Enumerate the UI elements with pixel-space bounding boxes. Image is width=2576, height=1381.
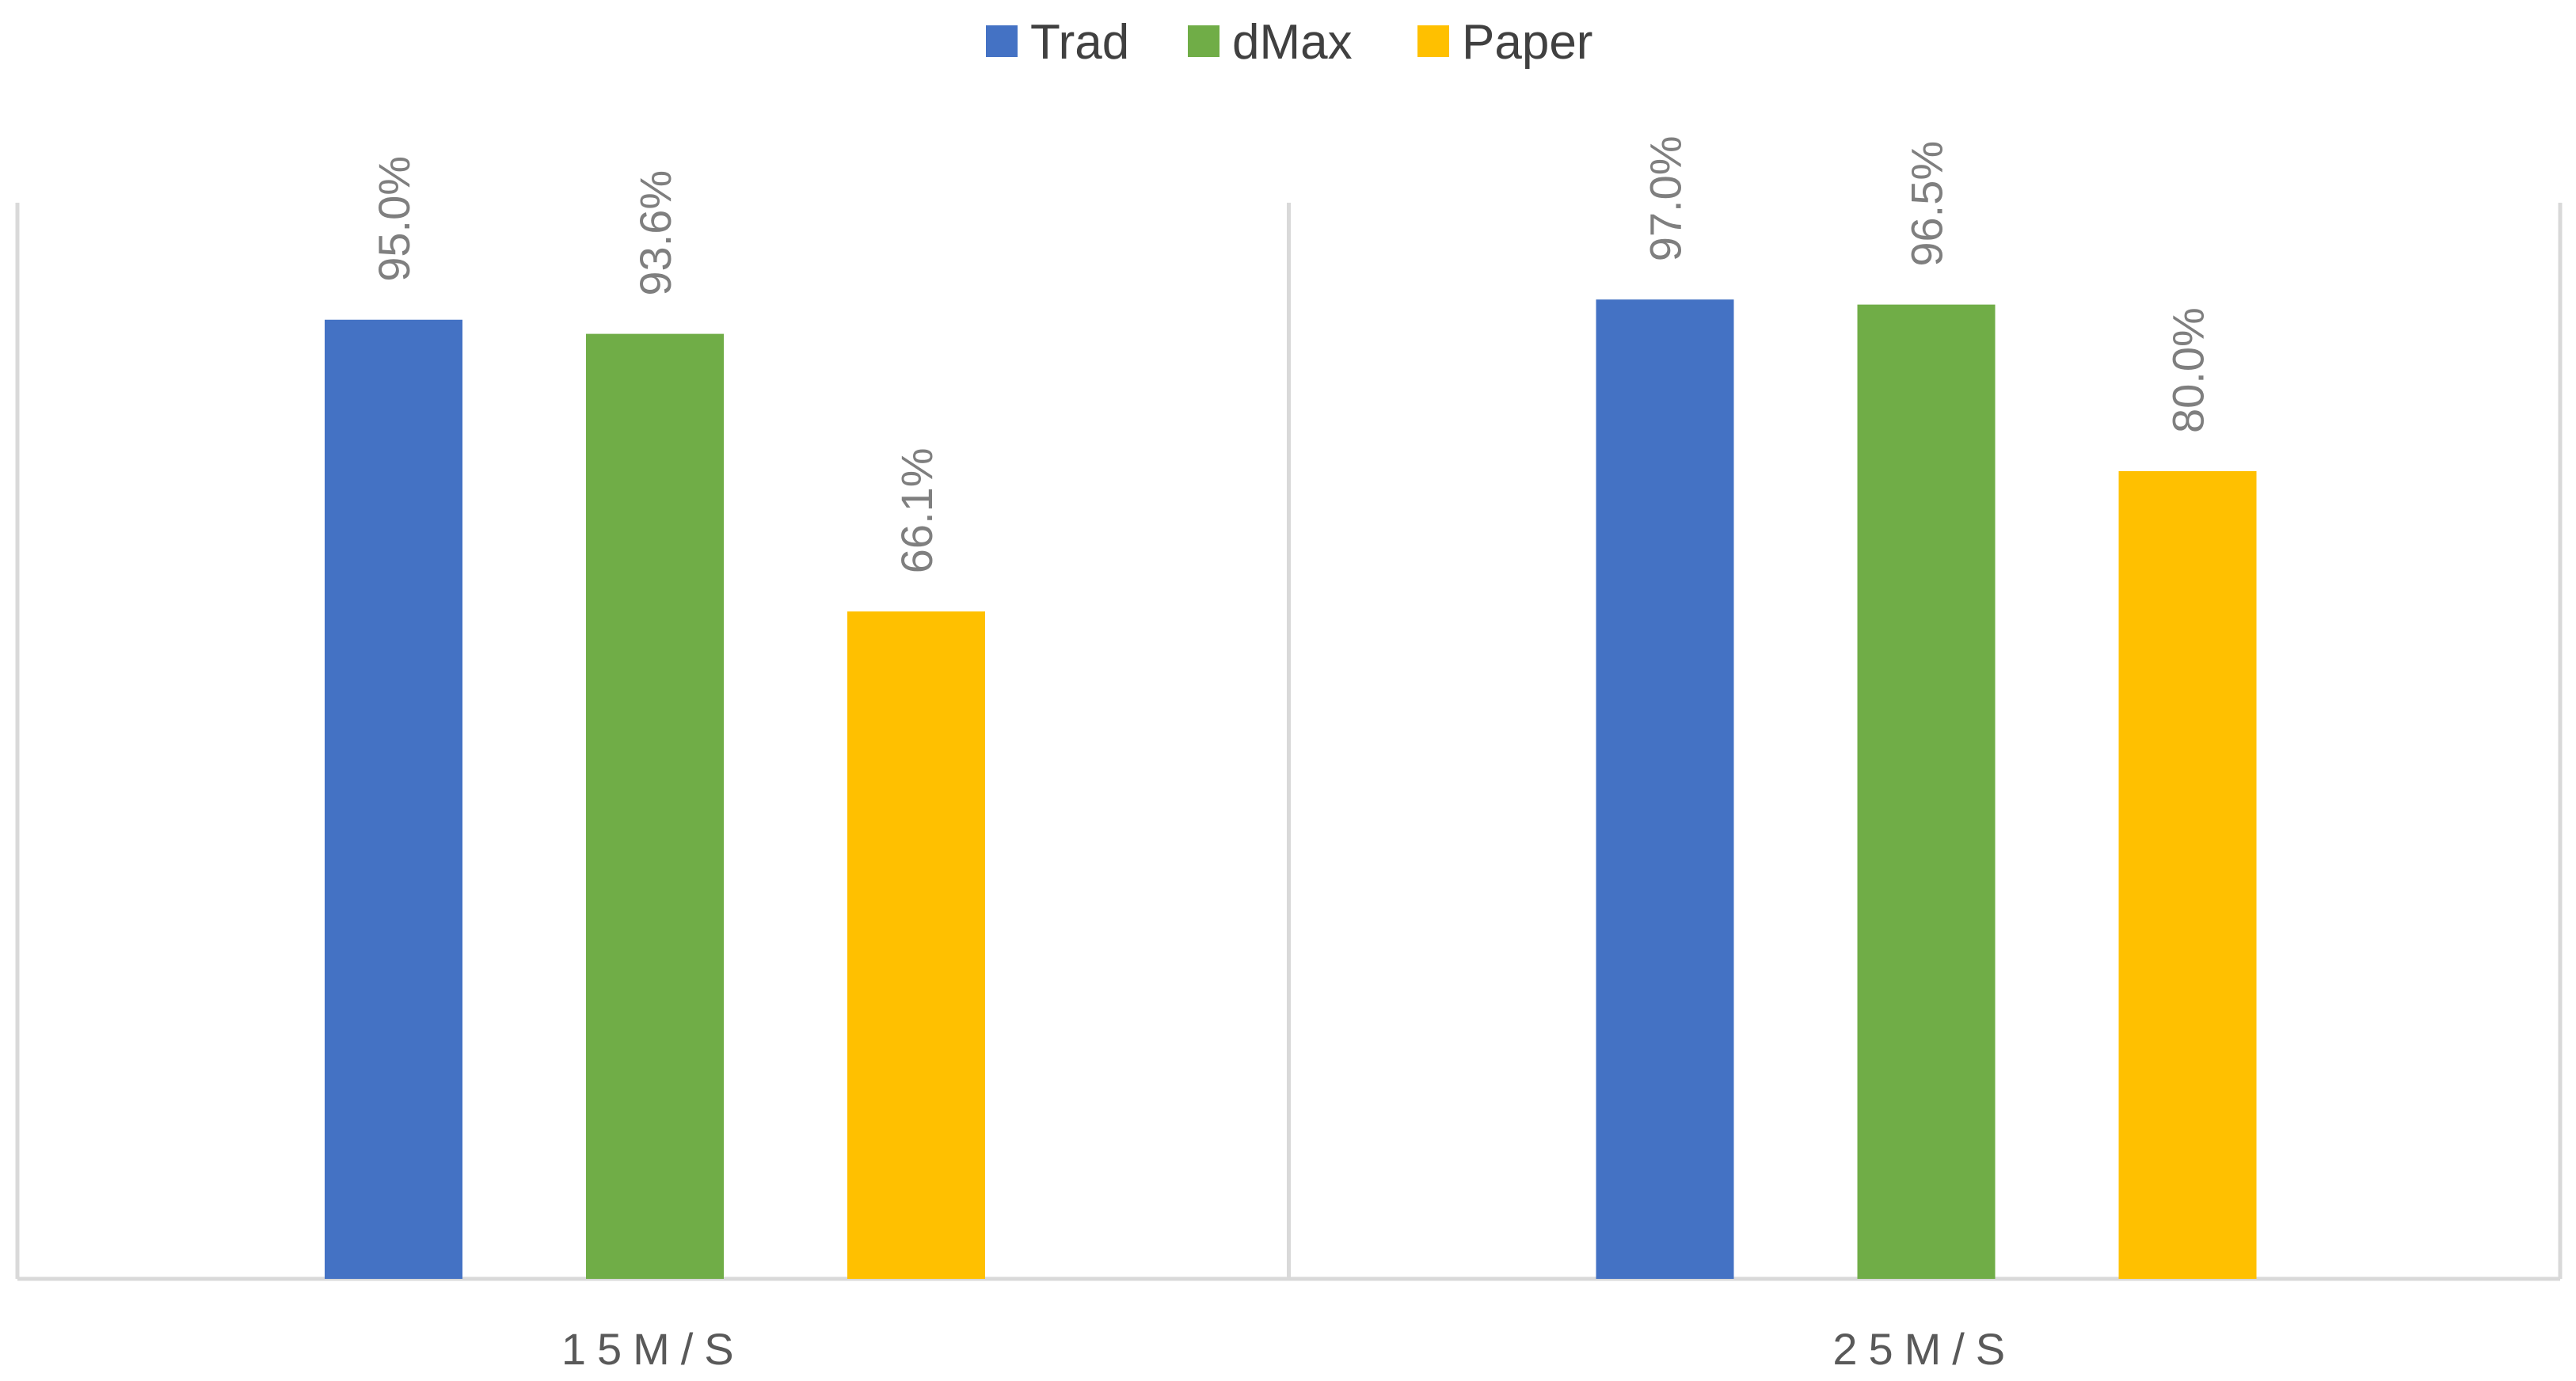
bar-trad-1 [325,319,462,1279]
category-label-2: 25M/S [1832,1324,2016,1374]
data-label-paper-1: 66.1% [892,447,942,573]
data-label-trad-2: 97.0% [1641,135,1691,261]
legend-label-dmax: dMax [1232,15,1353,70]
data-label-dmax-2: 96.5% [1902,141,1952,267]
data-labels: 95.0% 93.6% 66.1% 97.0% 96.5% 80.0% [369,135,2213,573]
bar-paper-2 [2118,471,2257,1279]
data-label-dmax-1: 93.6% [630,170,680,296]
legend-label-trad: Trad [1030,15,1129,70]
legend-swatch-dmax [1188,25,1220,57]
bar-dmax-2 [1857,304,1996,1279]
bar-trad-2 [1596,299,1734,1279]
legend-label-paper: Paper [1462,15,1592,70]
data-label-paper-2: 80.0% [2163,307,2213,433]
category-label-1: 15M/S [561,1324,745,1374]
bar-paper-1 [847,611,985,1279]
legend-swatch-paper [1417,25,1449,57]
category-labels: 15M/S 25M/S [561,1324,2016,1374]
legend-swatch-trad [986,25,1018,57]
legend: Trad dMax Paper [986,15,1592,70]
bar-dmax-1 [586,333,724,1280]
data-label-trad-1: 95.0% [369,156,419,282]
bars [325,299,2257,1280]
